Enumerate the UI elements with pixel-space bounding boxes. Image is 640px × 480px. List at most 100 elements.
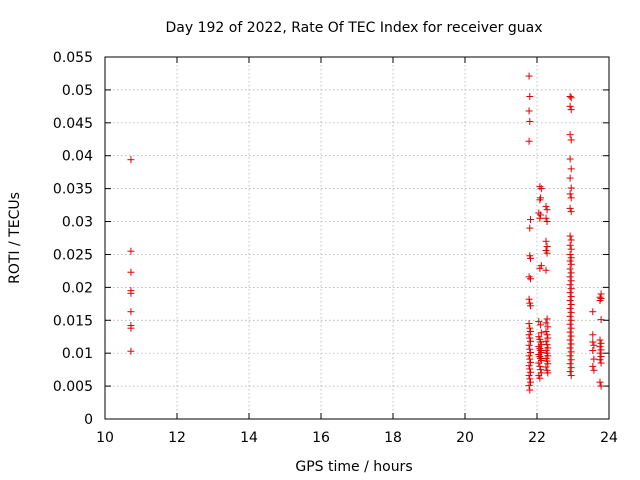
data-point — [566, 92, 574, 100]
data-point — [536, 214, 544, 222]
x-tick-label: 22 — [528, 430, 546, 446]
data-point — [596, 343, 604, 351]
data-point — [566, 273, 574, 281]
data-point — [127, 347, 135, 355]
data-point — [566, 281, 574, 289]
data-point — [567, 136, 575, 144]
data-point — [526, 334, 534, 342]
data-point — [527, 275, 535, 283]
data-point — [566, 190, 574, 198]
data-point — [566, 320, 574, 328]
data-point — [525, 72, 533, 80]
y-tick-label: 0.045 — [53, 116, 93, 132]
data-point — [544, 369, 552, 377]
y-tick-label: 0.03 — [62, 215, 93, 231]
x-tick-label: 10 — [96, 430, 114, 446]
x-tick-label: 20 — [456, 430, 474, 446]
data-point — [566, 257, 574, 265]
y-tick-label: 0.02 — [62, 280, 93, 296]
data-point — [537, 211, 545, 219]
data-point — [596, 356, 604, 364]
plot-frame — [104, 56, 610, 420]
data-point — [566, 289, 574, 297]
data-point — [566, 241, 574, 249]
data-point — [567, 300, 575, 308]
data-point — [566, 352, 574, 360]
data-point — [589, 331, 597, 339]
chart-title: Day 192 of 2022, Rate Of TEC Index for r… — [166, 20, 543, 36]
data-point — [596, 297, 604, 305]
data-point — [567, 184, 575, 192]
data-point — [589, 347, 597, 355]
data-point — [537, 185, 545, 193]
data-point — [567, 364, 575, 372]
data-point — [543, 243, 551, 251]
data-point — [537, 329, 545, 337]
data-point — [566, 102, 574, 110]
data-point — [543, 218, 551, 226]
data-point — [597, 352, 605, 360]
data-point — [590, 366, 598, 374]
x-tick-label: 12 — [168, 430, 186, 446]
data-point — [526, 324, 534, 332]
data-point — [589, 308, 597, 316]
data-point — [542, 319, 550, 327]
data-point — [567, 332, 575, 340]
grid-layer — [105, 57, 609, 419]
data-point — [536, 362, 544, 370]
data-point — [127, 247, 135, 255]
data-point — [566, 336, 574, 344]
data-point — [567, 356, 575, 364]
data-point — [567, 254, 575, 262]
data-point — [527, 327, 535, 335]
data-point — [127, 308, 135, 316]
y-tick-label: 0.005 — [53, 379, 93, 395]
data-point — [542, 337, 550, 345]
x-axis-label: GPS time / hours — [295, 459, 412, 475]
data-point — [597, 316, 605, 324]
data-point — [566, 344, 574, 352]
data-point — [127, 156, 135, 164]
data-point — [566, 297, 574, 305]
data-point — [567, 316, 575, 324]
data-point — [567, 94, 575, 102]
data-point — [526, 365, 534, 373]
data-point — [525, 352, 533, 360]
data-point — [537, 366, 545, 374]
data-point — [589, 338, 597, 346]
data-point — [526, 375, 534, 383]
data-point — [127, 324, 135, 332]
data-point — [567, 293, 575, 301]
data-point — [567, 372, 575, 380]
data-point — [566, 265, 574, 273]
data-point — [527, 349, 535, 357]
data-point — [542, 327, 550, 335]
data-point — [566, 312, 574, 320]
data-point — [567, 324, 575, 332]
data-point — [527, 216, 535, 224]
data-point — [596, 378, 604, 386]
data-point — [566, 131, 574, 139]
data-point — [526, 92, 534, 100]
data-point — [566, 328, 574, 336]
data-point — [542, 363, 550, 371]
data-point — [526, 118, 534, 126]
data-point — [535, 318, 543, 326]
y-tick-label: 0.04 — [62, 149, 93, 165]
data-point — [596, 336, 604, 344]
data-point — [536, 196, 544, 204]
data-point — [567, 285, 575, 293]
data-point — [543, 341, 551, 349]
data-point — [566, 304, 574, 312]
data-point — [544, 360, 552, 368]
data-point — [597, 339, 605, 347]
data-point — [543, 206, 551, 214]
points-layer — [127, 72, 605, 394]
data-point — [527, 254, 535, 262]
data-point — [542, 266, 550, 274]
data-point — [544, 334, 552, 342]
data-point — [567, 260, 575, 268]
data-point — [590, 341, 598, 349]
data-point — [525, 137, 533, 145]
data-point — [567, 348, 575, 356]
